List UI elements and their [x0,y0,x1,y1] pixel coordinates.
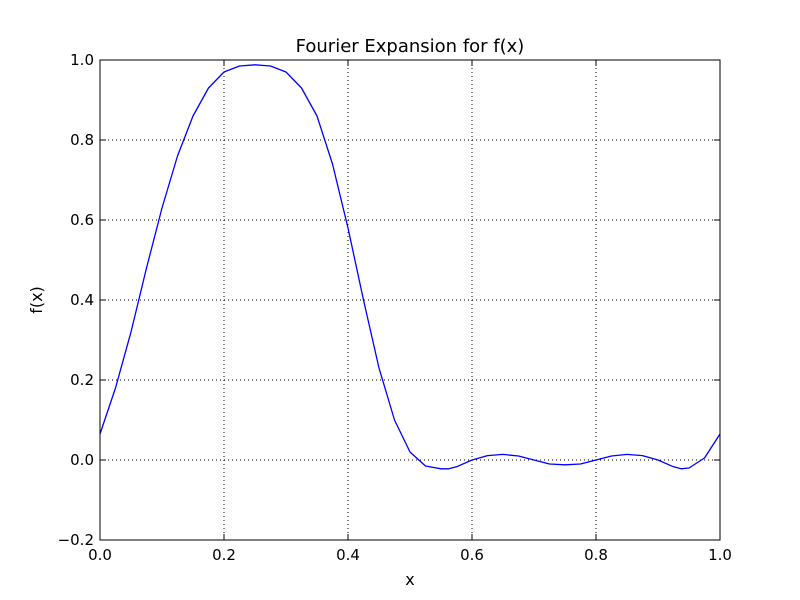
y-tick-labels: −0.2 0.0 0.2 0.4 0.6 0.8 1.0 [58,51,94,549]
x-tick-label: 0.0 [88,546,112,564]
x-tick-labels: 0.0 0.2 0.4 0.6 0.8 1.0 [88,546,732,564]
y-tick-label: 1.0 [70,51,94,69]
grid-lines [100,60,720,540]
tick-marks [99,59,721,541]
x-tick-label: 0.2 [212,546,236,564]
chart-title: Fourier Expansion for f(x) [296,36,525,57]
y-tick-label: 0.2 [70,371,94,389]
x-axis-label: x [405,570,414,589]
y-axis-label: f(x) [27,286,46,314]
y-tick-label: −0.2 [58,531,94,549]
y-tick-label: 0.6 [70,211,94,229]
plot-area [99,64,721,470]
y-tick-label: 0.4 [70,291,94,309]
x-tick-label: 0.6 [460,546,484,564]
series-line [99,64,721,470]
y-tick-label: 0.0 [70,451,94,469]
x-tick-label: 0.4 [336,546,360,564]
x-tick-label: 0.8 [584,546,608,564]
y-tick-label: 0.8 [70,131,94,149]
x-tick-label: 1.0 [708,546,732,564]
